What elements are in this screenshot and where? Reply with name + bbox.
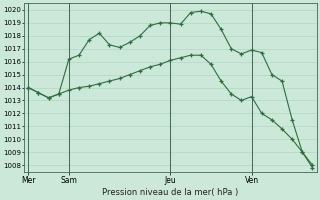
X-axis label: Pression niveau de la mer( hPa ): Pression niveau de la mer( hPa ) — [102, 188, 238, 197]
